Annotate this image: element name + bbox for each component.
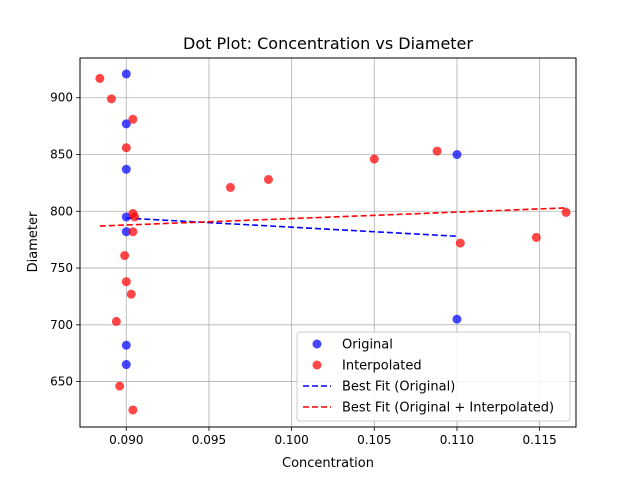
x-tick-label: 0.100 (274, 433, 308, 447)
legend-marker (312, 360, 322, 370)
x-tick-label: 0.105 (357, 433, 391, 447)
interpolated-point (432, 146, 442, 156)
interpolated-point (561, 207, 571, 217)
interpolated-point (120, 251, 130, 261)
x-tick-label: 0.095 (192, 433, 226, 447)
legend-label: Best Fit (Original) (342, 380, 455, 395)
x-tick-label: 0.115 (522, 433, 556, 447)
interpolated-point (95, 73, 105, 83)
legend-label: Original (342, 338, 393, 353)
y-tick-label: 650 (50, 375, 73, 389)
original-point (121, 119, 131, 129)
best-fit-combined-line (99, 207, 567, 227)
original-point (121, 360, 131, 370)
legend-box (296, 331, 571, 422)
y-tick-label: 750 (50, 261, 73, 275)
interpolated-point (455, 238, 465, 248)
legend-label: Best Fit (Original + Interpolated) (342, 401, 554, 416)
y-tick-label: 800 (50, 204, 73, 218)
interpolated-point (531, 232, 541, 242)
original-point (121, 164, 131, 174)
y-tick-label: 900 (50, 91, 73, 105)
original-point (452, 150, 462, 160)
original-point (452, 314, 462, 324)
x-tick-label: 0.090 (109, 433, 143, 447)
interpolated-point (115, 381, 125, 391)
y-axis-label: Diameter (26, 211, 41, 272)
x-axis-ticks: 0.090 0.095 0.100 0.105 0.110 0.115 (109, 427, 557, 447)
interpolated-point (263, 174, 273, 184)
interpolated-point (130, 212, 140, 222)
data-points (95, 69, 571, 415)
original-point (121, 69, 131, 79)
plot-frame (79, 57, 577, 428)
interpolated-point (111, 316, 121, 326)
interpolated-point (128, 114, 138, 124)
legend-marker (312, 339, 322, 349)
legend: Original Interpolated Best Fit (Original) B… (296, 331, 571, 422)
legend-label: Interpolated (342, 359, 422, 374)
x-tick-label: 0.110 (440, 433, 474, 447)
original-point (121, 212, 131, 222)
interpolated-point (225, 182, 235, 192)
y-tick-label: 850 (50, 148, 73, 162)
interpolated-point (128, 405, 138, 415)
interpolated-point (106, 94, 116, 104)
original-point (121, 227, 131, 237)
x-axis-label: Concentration (282, 456, 374, 471)
y-tick-label: 700 (50, 318, 73, 332)
y-axis-ticks: 650 700 750 800 850 900 (50, 91, 80, 389)
original-point (121, 340, 131, 350)
interpolated-point (128, 227, 138, 237)
best-fit-lines (99, 207, 567, 238)
best-fit-original-line (126, 217, 458, 238)
interpolated-point (121, 143, 131, 153)
interpolated-point (121, 277, 131, 287)
chart-title: Dot Plot: Concentration vs Diameter (183, 34, 473, 53)
interpolated-point (126, 289, 136, 299)
interpolated-point (369, 154, 379, 164)
